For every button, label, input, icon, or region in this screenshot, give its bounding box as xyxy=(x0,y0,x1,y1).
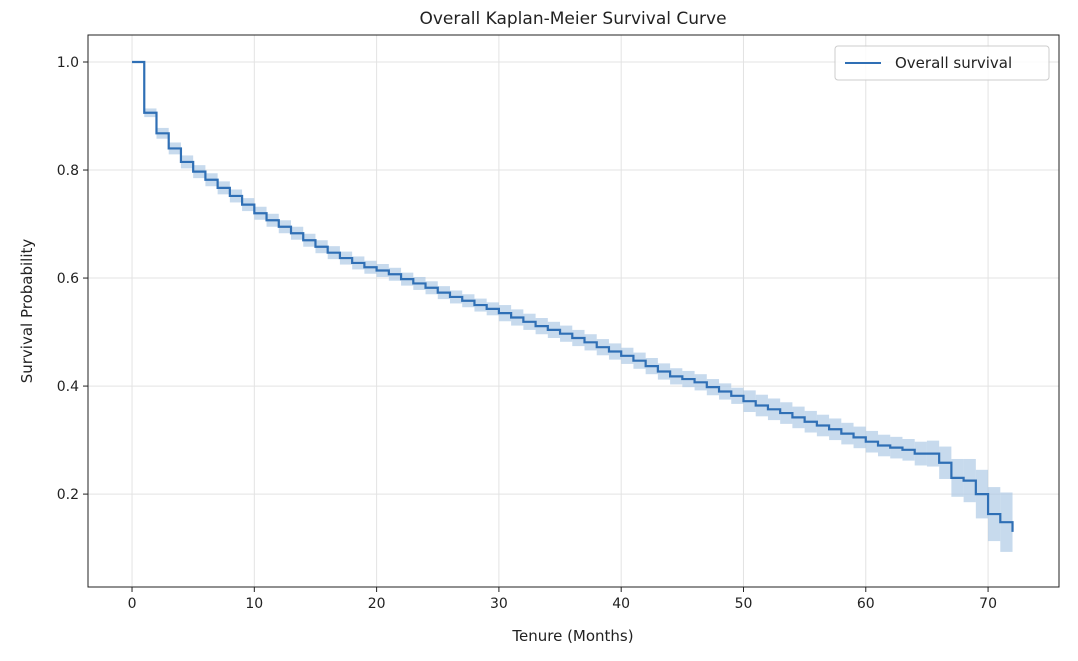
legend-box xyxy=(834,45,1050,81)
legend: Overall survival xyxy=(834,45,1050,81)
x-tick-label: 40 xyxy=(612,596,630,612)
chart-title: Overall Kaplan-Meier Survival Curve xyxy=(419,9,726,29)
grid xyxy=(88,35,1059,587)
y-tick-label: 0.2 xyxy=(57,487,79,503)
x-tick-label: 60 xyxy=(857,596,875,612)
y-axis: 0.2 0.4 0.6 0.8 1.0 xyxy=(57,55,88,503)
survival-step-line xyxy=(132,60,1014,532)
y-tick-label: 1.0 xyxy=(57,55,79,71)
y-tick-label: 0.6 xyxy=(57,271,79,287)
y-tick-label: 0.4 xyxy=(57,379,79,395)
survival-line-group xyxy=(132,60,1014,532)
x-axis: 0 10 20 30 40 50 60 70 xyxy=(128,587,997,612)
confidence-band xyxy=(144,108,1013,552)
x-axis-label: Tenure (Months) xyxy=(511,627,633,645)
y-tick-label: 0.8 xyxy=(57,163,79,179)
plot-frame xyxy=(87,34,1060,588)
x-tick-label: 0 xyxy=(128,596,137,612)
x-tick-label: 30 xyxy=(490,596,508,612)
x-tick-label: 10 xyxy=(245,596,263,612)
y-axis-label: Survival Probability xyxy=(18,239,36,384)
x-tick-label: 70 xyxy=(979,596,997,612)
x-tick-label: 20 xyxy=(368,596,386,612)
x-tick-label: 50 xyxy=(735,596,753,612)
legend-entry-label: Overall survival xyxy=(895,54,1012,72)
